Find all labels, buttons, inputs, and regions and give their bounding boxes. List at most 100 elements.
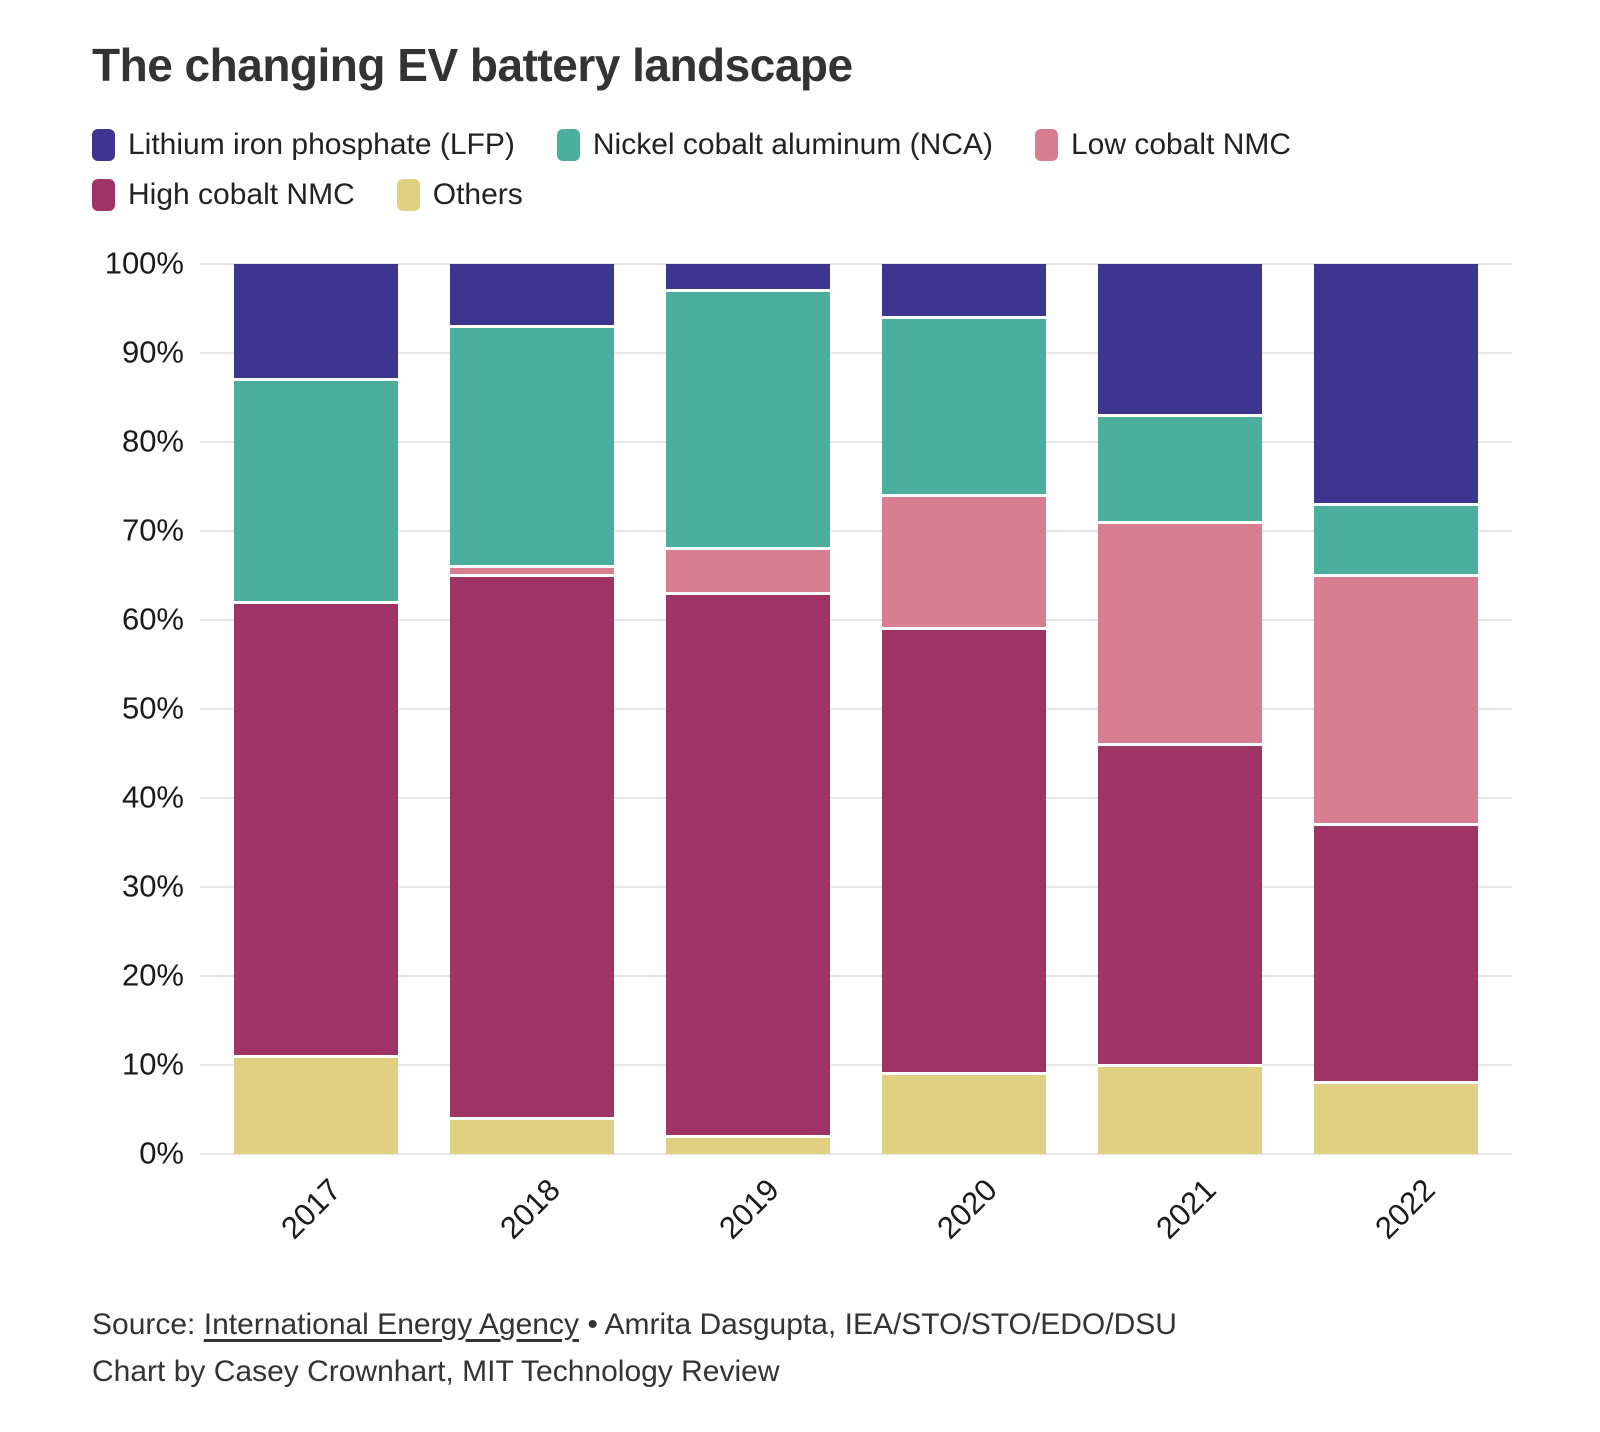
segment-separator bbox=[1313, 1081, 1479, 1085]
bar-group-2022 bbox=[1288, 264, 1504, 1154]
lithium-iron-phosphate-lfp-segment bbox=[449, 264, 615, 327]
x-tick-label: 2017 bbox=[274, 1172, 349, 1246]
segment-separator bbox=[665, 1134, 831, 1138]
legend-item-lithium-iron-phosphate-lfp[interactable]: Lithium iron phosphate (LFP) bbox=[92, 128, 515, 162]
legend-label: Lithium iron phosphate (LFP) bbox=[128, 128, 515, 161]
stacked-bar-2020 bbox=[881, 264, 1047, 1154]
x-axis: 2017 2018 2019 2020 2021 2022 bbox=[200, 1154, 1512, 1276]
gridline bbox=[200, 619, 1512, 621]
segment-separator bbox=[1097, 743, 1263, 747]
bar-group-2021 bbox=[1072, 264, 1288, 1154]
legend-swatch-high-cobalt-nmc bbox=[92, 179, 115, 211]
others-segment bbox=[1313, 1082, 1479, 1154]
others-segment bbox=[881, 1073, 1047, 1154]
plot-area bbox=[200, 263, 1512, 1155]
nickel-cobalt-aluminum-nca-segment bbox=[881, 317, 1047, 496]
gridline bbox=[200, 530, 1512, 532]
gridline bbox=[200, 886, 1512, 888]
segment-separator bbox=[1097, 1063, 1263, 1067]
y-tick-label: 70% bbox=[121, 512, 184, 548]
chart-title: The changing EV battery landscape bbox=[92, 39, 853, 91]
y-tick-label: 0% bbox=[139, 1135, 184, 1171]
legend-swatch-nickel-cobalt-aluminum-nca bbox=[556, 129, 580, 161]
gridline bbox=[200, 1064, 1512, 1066]
segment-separator bbox=[881, 627, 1047, 631]
source-prefix: Source: bbox=[92, 1308, 204, 1341]
source-note: Source: International Energy Agency • Am… bbox=[92, 1302, 1512, 1395]
bar-group-2020 bbox=[856, 264, 1072, 1154]
chart-byline: Chart by Casey Crownhart, MIT Technology… bbox=[92, 1354, 780, 1388]
x-tick-label: 2021 bbox=[1149, 1172, 1223, 1246]
nickel-cobalt-aluminum-nca-segment bbox=[1313, 504, 1479, 576]
stacked-bar-2022 bbox=[1313, 264, 1479, 1154]
nickel-cobalt-aluminum-nca-segment bbox=[1097, 415, 1263, 523]
low-cobalt-nmc-segment bbox=[1313, 575, 1479, 825]
nickel-cobalt-aluminum-nca-segment bbox=[449, 326, 615, 567]
source-credit: • Amrita Dasgupta, IEA/STO/STO/EDO/DSU bbox=[578, 1308, 1177, 1341]
y-tick-label: 60% bbox=[121, 601, 184, 637]
segment-separator bbox=[665, 591, 831, 595]
segment-separator bbox=[449, 574, 615, 577]
x-tick-label: 2022 bbox=[1367, 1172, 1442, 1246]
segment-separator bbox=[881, 493, 1047, 497]
segment-separator bbox=[881, 1072, 1047, 1076]
low-cobalt-nmc-segment bbox=[881, 495, 1047, 629]
y-tick-label: 30% bbox=[121, 868, 184, 904]
legend-label: Nickel cobalt aluminum (NCA) bbox=[592, 128, 993, 161]
legend-swatch-lithium-iron-phosphate-lfp bbox=[92, 129, 115, 161]
segment-separator bbox=[233, 600, 399, 604]
segment-separator bbox=[233, 378, 399, 382]
stacked-bar-2017 bbox=[233, 264, 399, 1154]
x-tick-label: 2018 bbox=[493, 1172, 567, 1246]
segment-separator bbox=[1097, 413, 1263, 417]
high-cobalt-nmc-segment bbox=[881, 628, 1047, 1074]
segment-separator bbox=[665, 547, 831, 551]
others-segment bbox=[1097, 1065, 1263, 1154]
others-segment bbox=[665, 1136, 831, 1154]
bar-group-2018 bbox=[424, 264, 640, 1154]
gridline bbox=[200, 797, 1512, 799]
low-cobalt-nmc-segment bbox=[449, 566, 615, 576]
legend-label: Others bbox=[432, 178, 523, 211]
high-cobalt-nmc-segment bbox=[233, 602, 399, 1057]
y-tick-label: 20% bbox=[121, 957, 184, 993]
high-cobalt-nmc-segment bbox=[1097, 744, 1263, 1065]
segment-separator bbox=[1313, 574, 1479, 577]
source-link[interactable]: International Energy Agency bbox=[203, 1308, 579, 1341]
x-tick-label: 2020 bbox=[930, 1172, 1005, 1246]
segment-separator bbox=[1313, 502, 1479, 506]
y-tick-label: 10% bbox=[121, 1046, 184, 1082]
segment-separator bbox=[881, 315, 1047, 319]
x-tick-label: 2019 bbox=[711, 1172, 786, 1246]
legend-item-others[interactable]: Others bbox=[396, 178, 523, 212]
segment-separator bbox=[1313, 823, 1479, 827]
segment-separator bbox=[233, 1054, 399, 1058]
gridline bbox=[200, 975, 1512, 977]
lithium-iron-phosphate-lfp-segment bbox=[881, 264, 1047, 318]
legend-swatch-low-cobalt-nmc bbox=[1034, 129, 1058, 161]
legend-item-low-cobalt-nmc[interactable]: Low cobalt NMC bbox=[1034, 128, 1292, 162]
chart: 100% 90% 80% 70% 60% 50% 40% 30% 20% 10% 0% bbox=[92, 245, 1512, 1170]
others-segment bbox=[449, 1118, 615, 1154]
lithium-iron-phosphate-lfp-segment bbox=[665, 264, 831, 291]
legend-label: High cobalt NMC bbox=[128, 178, 355, 211]
segment-separator bbox=[449, 324, 615, 328]
bar-group-2017 bbox=[208, 264, 424, 1154]
lithium-iron-phosphate-lfp-segment bbox=[1313, 264, 1479, 505]
gridline bbox=[200, 441, 1512, 443]
gridline bbox=[200, 708, 1512, 710]
segment-separator bbox=[665, 289, 831, 293]
y-tick-label: 40% bbox=[121, 779, 184, 815]
nickel-cobalt-aluminum-nca-segment bbox=[665, 290, 831, 549]
low-cobalt-nmc-segment bbox=[665, 548, 831, 594]
stacked-bar-2021 bbox=[1097, 264, 1263, 1154]
others-segment bbox=[233, 1056, 399, 1154]
legend-item-high-cobalt-nmc[interactable]: High cobalt NMC bbox=[92, 178, 355, 212]
gridline bbox=[200, 352, 1512, 354]
legend-label: Low cobalt NMC bbox=[1070, 128, 1292, 161]
low-cobalt-nmc-segment bbox=[1097, 522, 1263, 745]
legend-item-nickel-cobalt-aluminum-nca[interactable]: Nickel cobalt aluminum (NCA) bbox=[556, 128, 993, 162]
nickel-cobalt-aluminum-nca-segment bbox=[233, 379, 399, 603]
segment-separator bbox=[1097, 520, 1263, 524]
